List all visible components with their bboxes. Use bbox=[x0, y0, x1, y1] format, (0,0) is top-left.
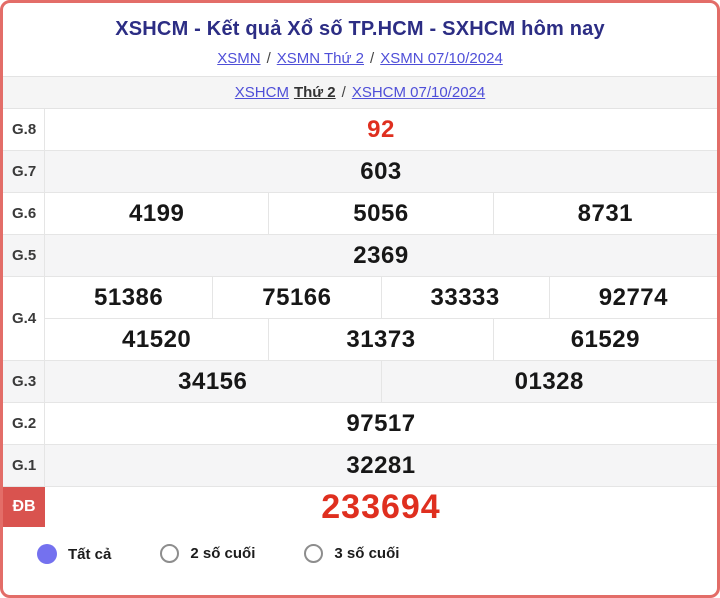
prize-number: 41520 bbox=[45, 319, 270, 360]
breadcrumb-separator: / bbox=[266, 50, 271, 67]
filter-option-label: 2 số cuối bbox=[190, 545, 256, 562]
prize-row-g6: G.6 4199 5056 8731 bbox=[3, 193, 717, 235]
prize-number: 5056 bbox=[269, 193, 494, 234]
prize-row-g3: G.3 34156 01328 bbox=[3, 361, 717, 403]
prize-number: 4199 bbox=[45, 193, 270, 234]
prize-row-g4: G.4 51386 75166 33333 92774 41520 31373 … bbox=[3, 277, 717, 361]
header: XSHCM - Kết quả Xổ số TP.HCM - SXHCM hôm… bbox=[3, 3, 717, 67]
prize-row-g8: G.8 92 bbox=[3, 109, 717, 151]
breadcrumb-link-xshcm-date[interactable]: XSHCM 07/10/2024 bbox=[351, 84, 486, 101]
filter-option-label: Tất cả bbox=[68, 545, 112, 563]
breadcrumb-static-thu2: Thứ 2 bbox=[293, 84, 336, 101]
breadcrumb-link-xsmn-thu2[interactable]: XSMN Thứ 2 bbox=[276, 50, 365, 67]
prize-label: G.8 bbox=[3, 109, 45, 150]
prize-label: G.6 bbox=[3, 193, 45, 234]
prize-number-special: 233694 bbox=[321, 487, 441, 526]
prize-label: G.4 bbox=[3, 277, 45, 360]
prize-number: 92774 bbox=[598, 283, 668, 311]
prize-label: G.2 bbox=[3, 403, 45, 444]
prize-label: G.3 bbox=[3, 361, 45, 402]
prize-label: G.5 bbox=[3, 235, 45, 276]
prize-number: 92 bbox=[367, 115, 395, 143]
filter-option-last3[interactable]: 3 số cuối bbox=[304, 544, 399, 563]
prize-number: 32281 bbox=[346, 451, 416, 479]
prize-number: 01328 bbox=[514, 367, 584, 395]
results-table: G.8 92 G.7 603 G.6 4199 5056 8731 G.5 23… bbox=[3, 109, 717, 527]
breadcrumb-separator: / bbox=[370, 50, 375, 67]
filter-option-last2[interactable]: 2 số cuối bbox=[160, 544, 255, 563]
sub-breadcrumb-band: XSHCM Thứ 2 / XSHCM 07/10/2024 bbox=[3, 76, 717, 109]
breadcrumb-link-xsmn[interactable]: XSMN bbox=[217, 50, 261, 67]
prize-number: 33333 bbox=[382, 277, 550, 318]
breadcrumb-link-xshcm[interactable]: XSHCM bbox=[234, 84, 289, 101]
prize-label: G.1 bbox=[3, 445, 45, 486]
prize-number: 8731 bbox=[577, 199, 634, 227]
filter-bar: Tất cả 2 số cuối 3 số cuối bbox=[3, 527, 717, 595]
prize-number: 51386 bbox=[45, 277, 214, 318]
prize-number: 75166 bbox=[213, 277, 382, 318]
prize-row-g2: G.2 97517 bbox=[3, 403, 717, 445]
prize-number: 34156 bbox=[45, 361, 382, 402]
prize-row-g5: G.5 2369 bbox=[3, 235, 717, 277]
breadcrumb-separator: / bbox=[341, 84, 346, 101]
prize-row-db: ĐB 233694 bbox=[3, 487, 717, 527]
prize-row-g1: G.1 32281 bbox=[3, 445, 717, 487]
prize-label: G.7 bbox=[3, 151, 45, 192]
prize-row-g7: G.7 603 bbox=[3, 151, 717, 193]
breadcrumb-link-xsmn-date[interactable]: XSMN 07/10/2024 bbox=[380, 50, 503, 67]
prize-number: 97517 bbox=[346, 409, 416, 437]
radio-unselected-icon[interactable] bbox=[160, 544, 180, 563]
page-title: XSHCM - Kết quả Xổ số TP.HCM - SXHCM hôm… bbox=[115, 18, 605, 40]
prize-number: 61529 bbox=[570, 325, 640, 353]
radio-unselected-icon[interactable] bbox=[304, 544, 324, 563]
filter-option-label: 3 số cuối bbox=[334, 545, 400, 562]
prize-number: 603 bbox=[360, 157, 402, 185]
prize-number: 2369 bbox=[353, 241, 409, 269]
filter-option-all[interactable]: Tất cả bbox=[37, 544, 111, 564]
prize-label-special: ĐB bbox=[3, 487, 45, 527]
prize-number: 31373 bbox=[269, 319, 494, 360]
breadcrumb: XSMN / XSMN Thứ 2 / XSMN 07/10/2024 bbox=[3, 50, 717, 67]
radio-selected-icon[interactable] bbox=[37, 544, 57, 564]
